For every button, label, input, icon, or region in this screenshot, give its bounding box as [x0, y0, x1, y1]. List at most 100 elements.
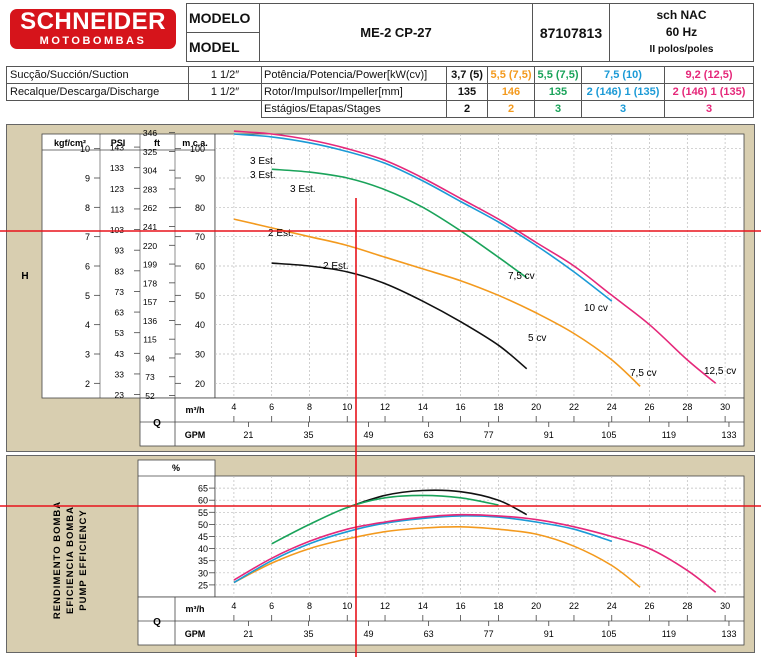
eff-label-line-2: EFICIENCIA BOMBA: [65, 506, 76, 614]
head-q-label: Q: [153, 418, 161, 429]
head-ytick-3: 50: [195, 291, 205, 301]
ft-tick-3: 283: [143, 184, 157, 194]
eff-xtick-8: 20: [531, 601, 541, 611]
annot-5cv: 5 cv: [528, 333, 546, 344]
brand-name: SCHNEIDER: [20, 8, 166, 35]
eff-ytick-6: 55: [198, 508, 208, 518]
eff-gpm-tick-5: 91: [544, 629, 554, 639]
eff-xtick-10: 24: [607, 601, 617, 611]
head-curve-1: [233, 218, 641, 387]
eff-xtick-11: 26: [645, 601, 655, 611]
eff-gpm-tick-6: 105: [601, 629, 616, 639]
kgf-tick-1: 9: [85, 174, 90, 184]
head-xtick-5: 14: [418, 402, 428, 412]
annot-12-5cv: 12,5 cv: [704, 366, 736, 377]
eff-unit-header: %: [172, 463, 180, 473]
psi-tick-9: 53: [115, 328, 125, 338]
head-ytick-6: 80: [195, 203, 205, 213]
eff-xtick-5: 14: [418, 601, 428, 611]
annot-3est-b: 3 Est.: [250, 170, 276, 181]
model-label: MODEL: [186, 32, 260, 62]
head-gpm-tick-7: 119: [662, 430, 676, 440]
head-gpm-tick-1: 35: [303, 430, 313, 440]
eff-xtick-9: 22: [569, 601, 579, 611]
psi-tick-6: 83: [115, 266, 125, 276]
ft-tick-10: 136: [143, 316, 157, 326]
eff-m3h-label: m³/h: [186, 604, 205, 614]
eff-gpm-tick-4: 77: [484, 629, 494, 639]
psi-tick-7: 73: [115, 287, 125, 297]
model-value: ME-2 CP-27: [259, 3, 533, 62]
rotor-col-4: 2 (146) 1 (135): [581, 83, 665, 101]
eff-curve-1: [271, 494, 499, 545]
kgf-tick-4: 6: [85, 262, 90, 272]
head-xtick-3: 10: [342, 402, 352, 412]
model-freq: 60 Hz: [665, 25, 698, 39]
head-xtick-0: 4: [231, 402, 236, 412]
ft-tick-13: 73: [145, 372, 155, 382]
eff-gpm-tick-1: 35: [303, 629, 313, 639]
head-scale-area: [41, 133, 216, 399]
model-variant: sch NAC: [656, 8, 707, 22]
eff-ytick-0: 25: [198, 580, 208, 590]
brand-logo: SCHNEIDER MOTOBOMBAS: [10, 9, 176, 49]
ft-tick-9: 157: [143, 297, 157, 307]
stages-col-2: 2: [487, 100, 535, 118]
head-ytick-5: 70: [195, 232, 205, 242]
head-curve-4: [233, 130, 717, 384]
rotor-col-5: 2 (146) 1 (135): [664, 83, 754, 101]
psi-tick-0: 143: [110, 143, 124, 153]
ft-tick-6: 220: [143, 241, 157, 251]
unit-psi-header: PSI: [111, 138, 126, 148]
head-gpm-tick-3: 63: [424, 430, 434, 440]
eff-xtick-2: 8: [307, 601, 312, 611]
kgf-tick-8: 2: [85, 379, 90, 389]
psi-tick-5: 93: [115, 246, 125, 256]
psi-tick-1: 133: [110, 163, 124, 173]
stages-label: Estágios/Etapas/Stages: [261, 100, 447, 118]
power-col-1: 3,7 (5): [446, 66, 488, 84]
head-axis-label: H: [21, 271, 28, 282]
discharge-value: 1 1/2″: [188, 83, 262, 101]
kgf-tick-3: 7: [85, 232, 90, 242]
ft-tick-2: 304: [143, 166, 157, 176]
rotor-col-3: 135: [534, 83, 582, 101]
eff-xtick-1: 6: [269, 601, 274, 611]
head-gpm-tick-2: 49: [364, 430, 374, 440]
head-ytick-2: 40: [195, 320, 205, 330]
eff-ytick-4: 45: [198, 532, 208, 542]
head-gpm-tick-5: 91: [544, 430, 554, 440]
psi-tick-4: 103: [110, 225, 124, 235]
head-xtick-8: 20: [531, 402, 541, 412]
stages-col-3: 3: [534, 100, 582, 118]
head-xtick-6: 16: [456, 402, 466, 412]
model-code: 87107813: [532, 3, 610, 62]
eff-curve-3: [233, 515, 613, 584]
head-xtick-2: 8: [307, 402, 312, 412]
ft-tick-12: 94: [145, 353, 155, 363]
kgf-tick-2: 8: [85, 203, 90, 213]
kgf-tick-5: 5: [85, 291, 90, 301]
brand-sub: MOTOBOMBAS: [39, 35, 147, 47]
head-xtick-7: 18: [493, 402, 503, 412]
annot-7-5cv-green: 7,5 cv: [508, 271, 535, 282]
spec-table: Sucção/Succión/Suction 1 1/2″ Potência/P…: [6, 66, 754, 118]
eff-xtick-13: 30: [720, 601, 730, 611]
ft-tick-4: 262: [143, 203, 157, 213]
annot-10cv: 10 cv: [584, 303, 608, 314]
head-ytick-8: 100: [190, 144, 205, 154]
discharge-label: Recalque/Descarga/Discharge: [6, 83, 189, 101]
ft-tick-7: 199: [143, 260, 157, 270]
ft-tick-11: 115: [143, 335, 157, 345]
annot-3est-a: 3 Est.: [250, 156, 276, 167]
eff-ytick-1: 30: [198, 568, 208, 578]
psi-tick-3: 113: [110, 204, 124, 214]
head-m3h-label: m³/h: [186, 405, 205, 415]
psi-tick-2: 123: [110, 184, 124, 194]
model-header: MODELO ME-2 CP-27 87107813 sch NAC 60 Hz…: [186, 3, 754, 62]
eff-gpm-tick-3: 63: [424, 629, 434, 639]
model-poles: II polos/poles: [649, 44, 714, 55]
eff-gpm-tick-8: 133: [721, 629, 736, 639]
modelo-label: MODELO: [186, 3, 260, 33]
